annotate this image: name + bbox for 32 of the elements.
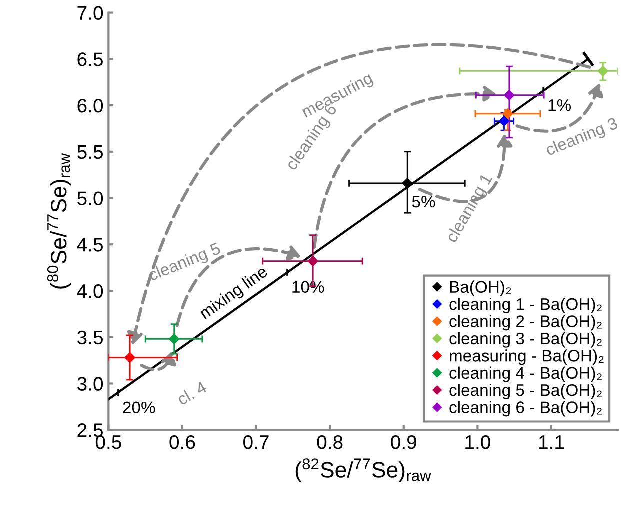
y-tick-label: 6.0 xyxy=(78,98,104,113)
annotation: cl. 4 xyxy=(176,380,208,406)
y-tick-label: 7.0 xyxy=(78,6,104,20)
legend-label: measuring - Ba(OH)₂ xyxy=(450,350,604,366)
annotation: 10% xyxy=(292,281,324,294)
y-tick-label: 5.5 xyxy=(78,146,103,160)
legend-label: cleaning 3 - Ba(OH)₂ xyxy=(450,332,602,348)
y-tick-label: 2.5 xyxy=(78,424,103,438)
x-tick-label: 0.6 xyxy=(170,435,196,450)
y-tick-label: 3.0 xyxy=(78,377,104,391)
y-axis-title: ($^{80}$Se/$^{77}$Se)$_{raw}$ xyxy=(47,153,72,289)
legend-label: cleaning 5 - Ba(OH)₂ xyxy=(450,384,602,400)
annotation: 1% xyxy=(548,100,572,112)
legend-label: cleaning 1 - Ba(OH)₂ xyxy=(450,298,602,314)
annotation: 5% xyxy=(412,196,436,208)
x-tick-label: 0.8 xyxy=(317,435,343,450)
x-tick-label: 1.1 xyxy=(539,436,564,450)
x-tick-label: 1.0 xyxy=(466,435,490,450)
y-tick-label: 5.0 xyxy=(78,192,104,206)
x-axis-title: ($^{82}$Se/$^{77}$Se)$_{raw}$ xyxy=(296,458,432,482)
annotation: 20% xyxy=(123,402,156,414)
legend-label: cleaning 4 - Ba(OH)₂ xyxy=(450,366,602,382)
legend-label: cleaning 6 - Ba(OH)₂ xyxy=(450,401,602,417)
x-tick-label: 0.5 xyxy=(96,435,122,450)
y-tick-label: 4.0 xyxy=(77,284,104,298)
y-tick-label: 6.5 xyxy=(78,52,103,66)
x-tick-label: 0.7 xyxy=(244,435,269,450)
legend-label: Ba(OH)₂ xyxy=(450,280,512,296)
y-tick-label: 4.5 xyxy=(77,238,103,252)
x-tick-label: 0.9 xyxy=(391,435,416,450)
y-tick-label: 3.5 xyxy=(78,330,103,345)
legend-label: cleaning 2 - Ba(OH)₂ xyxy=(450,315,602,331)
